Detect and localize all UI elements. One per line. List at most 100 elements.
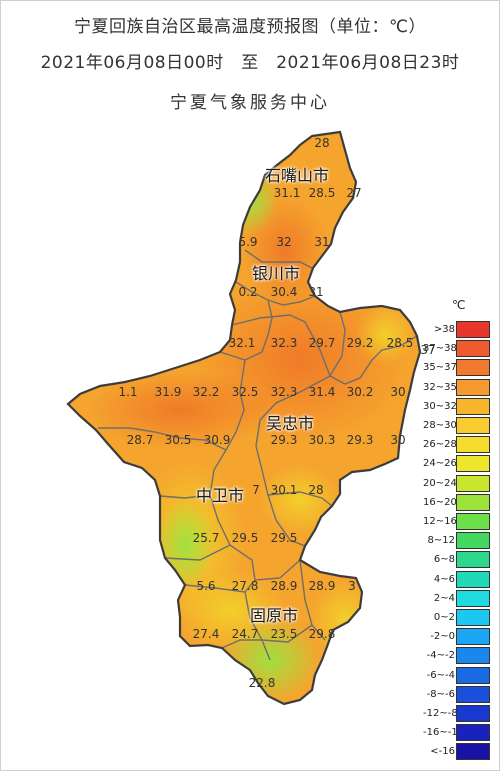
- legend-item: 24~26: [423, 455, 493, 473]
- station-value: 7: [252, 483, 260, 497]
- station-value: 28: [308, 483, 324, 497]
- station-value: 29.3: [346, 433, 374, 447]
- station-value: 5.9: [238, 235, 258, 249]
- station-value: 30.1: [270, 483, 298, 497]
- legend-swatch: [456, 455, 490, 473]
- legend-item: 20~24: [423, 474, 493, 493]
- legend-label: 12~16: [423, 516, 457, 527]
- station-value: 28.7: [126, 433, 154, 447]
- legend-item: 28~30: [423, 417, 493, 435]
- legend-label: 2~4: [433, 592, 455, 604]
- station-value: 30.4: [270, 285, 298, 299]
- legend-swatch: [456, 628, 490, 646]
- legend-label: -4~-2: [426, 650, 455, 662]
- legend-swatch: [456, 532, 490, 550]
- legend-label: -16~-12: [423, 727, 465, 739]
- station-value: 28.9: [270, 579, 298, 593]
- city-label: 固原市: [249, 606, 299, 625]
- legend-swatch: [456, 493, 490, 511]
- station-value: 24.7: [231, 627, 259, 641]
- station-value: 30: [390, 385, 406, 399]
- station-value: 37: [420, 343, 436, 357]
- region-outline: [66, 130, 422, 706]
- legend-label: 16~20: [423, 496, 457, 508]
- station-value: 27.8: [231, 579, 259, 593]
- legend-label: 24~26: [423, 458, 457, 470]
- station-value: 31: [314, 235, 330, 249]
- legend-item: 4~6: [423, 570, 493, 589]
- legend-label: -2~0: [430, 631, 455, 643]
- district-boundaries: [98, 249, 418, 661]
- legend-swatch: [456, 743, 490, 761]
- legend-swatch: [456, 474, 490, 492]
- legend-item: -4~-2: [423, 647, 493, 665]
- legend-swatch: [456, 321, 490, 338]
- legend-swatch: [456, 340, 490, 358]
- legend-item: 30~32: [423, 397, 493, 416]
- legend-item: -16~-12: [423, 724, 493, 742]
- station-value: 29.5: [270, 531, 298, 545]
- legend-item: 12~16: [423, 513, 493, 531]
- legend-label: <-16: [430, 746, 455, 758]
- legend-item: 6~8: [423, 551, 493, 569]
- legend-swatch: [456, 666, 490, 684]
- legend-label: -8~-6: [426, 688, 455, 700]
- legend-swatch: [456, 551, 490, 569]
- station-value: 31.1: [273, 186, 301, 200]
- station-value: 3: [348, 579, 356, 593]
- legend-swatch: [456, 397, 490, 415]
- legend-swatch: [456, 378, 490, 396]
- issuing-agency: 宁夏气象服务中心: [170, 93, 330, 113]
- legend-swatch: [456, 705, 490, 722]
- legend-item: -12~-8: [423, 705, 493, 723]
- legend-item: -2~0: [423, 628, 493, 646]
- station-value: 30.5: [164, 433, 192, 447]
- city-label: 吴忠市: [265, 414, 315, 433]
- legend-item: 16~20: [423, 493, 493, 512]
- station-value: 32.5: [231, 385, 259, 399]
- legend-swatch: [456, 685, 490, 703]
- legend-label: 37~38: [423, 343, 457, 355]
- forecast-period: 2021年06月08日00时 至 2021年06月08日23时: [40, 53, 460, 73]
- legend-swatch: [456, 647, 490, 665]
- station-value: 29.2: [346, 336, 374, 350]
- legend-item: 26~28: [423, 436, 493, 454]
- station-value: 32.3: [270, 336, 298, 350]
- legend-item: >38: [423, 321, 493, 339]
- legend-item: 2~4: [423, 589, 493, 608]
- station-value: 27: [346, 186, 362, 200]
- station-value: 32.2: [192, 385, 220, 399]
- station-value: 32.1: [228, 336, 256, 350]
- station-value: 25.7: [192, 531, 220, 545]
- station-value: 27.4: [192, 627, 220, 641]
- legend-item: 35~37: [423, 359, 493, 377]
- station-value: 28.9: [308, 579, 336, 593]
- legend-swatch: [456, 589, 490, 607]
- legend-label: >38: [433, 324, 455, 335]
- station-value: 23.5: [270, 627, 298, 641]
- station-value: 29.7: [308, 336, 336, 350]
- station-value: 0.2: [238, 285, 258, 299]
- legend-item: 8~12: [423, 532, 493, 550]
- legend-label: 4~6: [433, 573, 455, 585]
- legend-swatch: [456, 513, 490, 530]
- station-value: 28.5: [386, 336, 414, 350]
- legend-label: 0~2: [433, 612, 455, 623]
- station-value: 31.9: [154, 385, 182, 399]
- legend-label: 28~30: [423, 420, 457, 431]
- legend-label: 35~37: [423, 362, 457, 374]
- station-value: 29.8: [308, 627, 336, 641]
- legend-label: 32~35: [423, 381, 457, 393]
- legend-label: 20~24: [423, 477, 457, 489]
- legend-swatch: [456, 570, 490, 588]
- legend-swatch: [456, 609, 490, 626]
- station-value: 31: [308, 285, 324, 299]
- legend-unit: ℃: [452, 298, 466, 312]
- city-label: 石嘴山市: [264, 166, 330, 185]
- legend-label: 6~8: [433, 554, 455, 566]
- station-value: 31.4: [308, 385, 336, 399]
- legend-label: 26~28: [423, 439, 457, 451]
- legend-swatch: [456, 359, 490, 377]
- station-value: 30: [390, 433, 406, 447]
- legend-item: 37~38: [423, 340, 493, 358]
